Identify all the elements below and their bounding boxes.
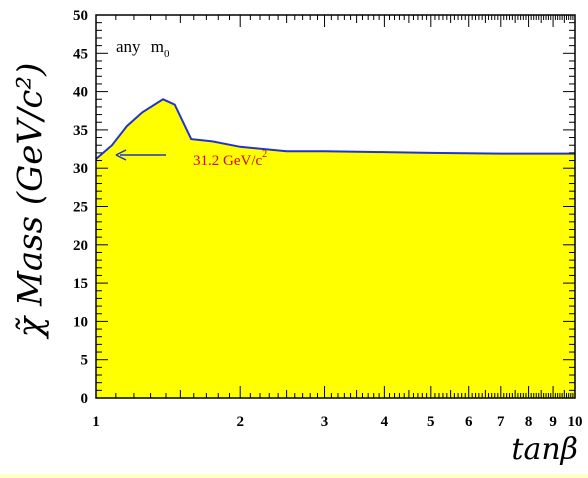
- y-tick-label: 10: [73, 314, 88, 330]
- y-tick-label: 5: [81, 353, 89, 369]
- x-tick-label: 8: [525, 414, 533, 430]
- y-tick-label: 15: [73, 276, 88, 292]
- x-tick-label: 6: [465, 414, 473, 430]
- x-tick-label: 2: [236, 414, 244, 430]
- y-tick-label: 30: [73, 161, 88, 177]
- x-tick-label: 9: [549, 414, 557, 430]
- x-tick-label: 7: [497, 414, 505, 430]
- y-axis: 0 5 10 15 20 25 30 35 40 45 50: [73, 8, 575, 407]
- x-tick-label: 1: [92, 414, 100, 430]
- annotations: any m0 31.2 GeV/c2: [115, 37, 267, 169]
- x-tick-label: 3: [321, 414, 329, 430]
- y-axis-label: χ̃ Mass (GeV/c²): [10, 62, 51, 338]
- y-tick-label: 25: [73, 200, 88, 216]
- x-axis-label: tanβ: [511, 432, 578, 467]
- y-tick-label: 0: [81, 391, 89, 407]
- y-tick-label: 45: [73, 46, 88, 62]
- annotation-limit-value: 31.2 GeV/c2: [193, 149, 267, 169]
- mass-limit-line: [95, 98, 575, 160]
- x-tick-label: 4: [381, 414, 389, 430]
- annotation-any-m0: any m0: [116, 37, 170, 60]
- y-tick-label: 20: [73, 238, 88, 254]
- y-tick-label: 50: [73, 8, 88, 24]
- arrow-head-icon: [115, 149, 127, 161]
- x-tick-label: 10: [568, 414, 583, 430]
- x-axis: 1 2 3 4 5 6 7 8 9 10: [92, 15, 583, 430]
- y-tick-label: 35: [73, 123, 88, 139]
- x-tick-label: 5: [427, 414, 435, 430]
- exclusion-area: [96, 99, 575, 399]
- y-tick-label: 40: [73, 85, 88, 101]
